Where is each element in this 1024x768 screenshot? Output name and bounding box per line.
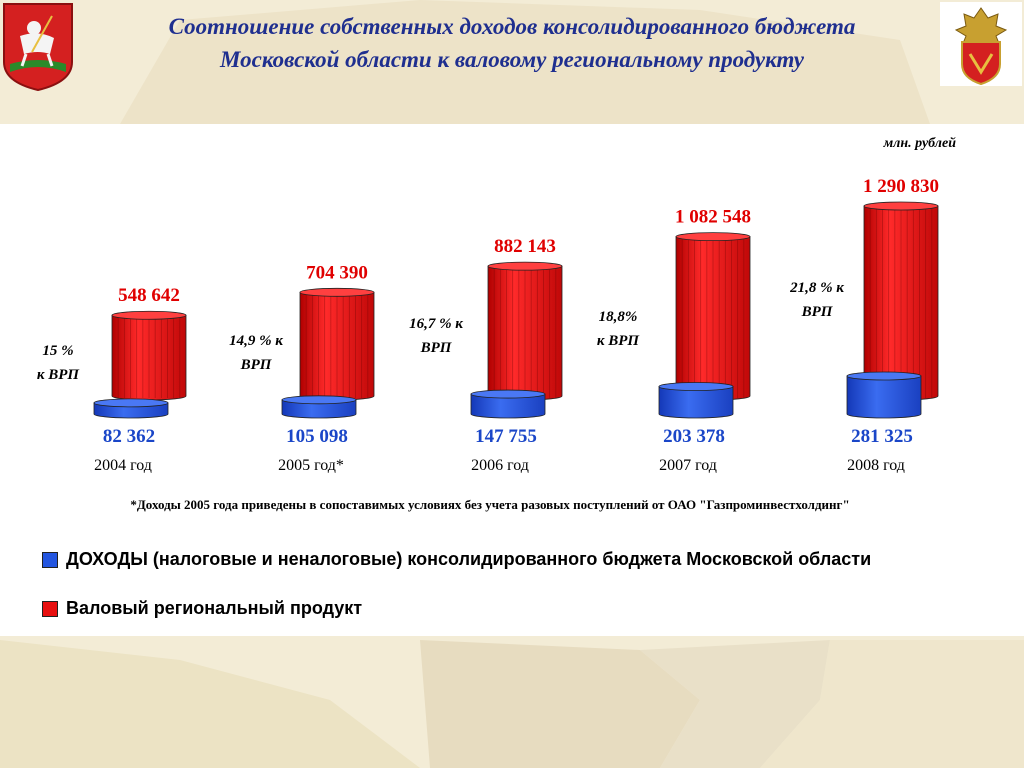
ratio-label-line-2: ВРП [801, 304, 834, 320]
footnote: *Доходы 2005 года приведены в сопоставим… [130, 497, 850, 512]
revenue-bar-2006 год [470, 389, 546, 419]
revenue-bar-2007 год [658, 382, 734, 419]
legend-label-grp: Валовый региональный продукт [66, 598, 363, 618]
category-label: 2006 год [471, 457, 529, 474]
grp-bar-2006 год [487, 261, 563, 401]
page-title: Соотношение собственных доходов консолид… [100, 10, 924, 76]
grp-value-label: 704 390 [306, 262, 368, 283]
legend-item-grp: Валовый региональный продукт [42, 598, 362, 619]
ratio-label-line-1: 16,7 % к [409, 316, 463, 332]
revenue-bar-2005 год* [281, 395, 357, 419]
grp-bar-2008 год [863, 201, 939, 401]
moscow-oblast-coat-of-arms-icon [3, 3, 73, 92]
grp-value-label: 882 143 [494, 236, 556, 257]
title-line-1: Соотношение собственных доходов консолид… [168, 14, 856, 39]
unit-label: млн. рублей [883, 136, 956, 151]
revenue-value-label: 281 325 [851, 426, 913, 447]
category-label: 2005 год* [278, 457, 344, 474]
regional-emblem-icon [940, 2, 1022, 86]
ratio-label-line-1: 14,9 % к [229, 333, 283, 349]
ratio-label-line-1: 15 % [42, 343, 73, 359]
title-line-2: Московской области к валовому региональн… [220, 47, 804, 72]
category-label: 2008 год [847, 457, 905, 474]
category-label: 2004 год [94, 457, 152, 474]
legend-swatch-revenue [42, 551, 58, 568]
grp-value-label: 548 642 [118, 285, 180, 306]
ratio-label-line-2: к ВРП [37, 367, 81, 383]
grp-bar-2005 год* [299, 287, 375, 401]
ratio-label-line-2: ВРП [240, 357, 273, 373]
ratio-label-line-2: ВРП [420, 340, 453, 356]
grp-value-label: 1 290 830 [863, 176, 939, 197]
bar-chart: 548 642 704 390 882 143 1 082 548 1 290 830 8… [37, 176, 939, 474]
ratio-label-line-1: 18,8% [599, 309, 638, 325]
revenue-bar-2004 год [93, 398, 169, 419]
grp-bar-2007 год [675, 232, 751, 401]
ratio-label-line-1: 21,8 % к [789, 280, 844, 296]
revenue-value-label: 203 378 [663, 426, 725, 447]
revenue-bar-2008 год [846, 371, 922, 419]
header: Соотношение собственных доходов консолид… [0, 0, 1024, 124]
ratio-label-line-2: к ВРП [597, 333, 641, 349]
grp-bar-2004 год [111, 310, 187, 401]
revenue-value-label: 105 098 [286, 426, 348, 447]
category-label: 2007 год [659, 457, 717, 474]
grp-value-label: 1 082 548 [675, 207, 751, 228]
revenue-value-label: 147 755 [475, 426, 537, 447]
revenue-value-label: 82 362 [103, 426, 155, 447]
legend-label-revenue: ДОХОДЫ (налоговые и неналоговые) консоли… [66, 549, 872, 569]
legend-swatch-grp [42, 600, 58, 617]
legend-item-revenue: ДОХОДЫ (налоговые и неналоговые) консоли… [42, 549, 871, 570]
